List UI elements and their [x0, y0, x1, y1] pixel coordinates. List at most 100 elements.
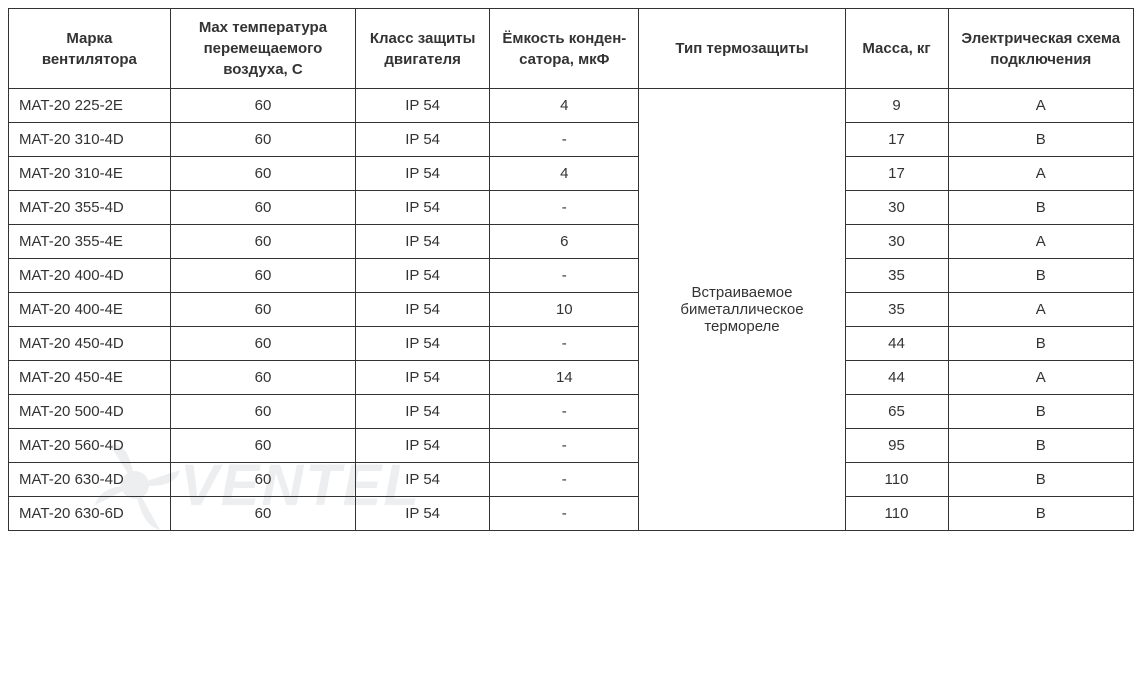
cell-cap: - — [490, 429, 639, 463]
cell-temp: 60 — [170, 89, 355, 123]
cell-cap: - — [490, 463, 639, 497]
cell-model: MAT-20 500-4D — [9, 395, 171, 429]
cell-model: MAT-20 225-2E — [9, 89, 171, 123]
cell-cap: 6 — [490, 225, 639, 259]
table-row: MAT-20 630-4D 60 IP 54 - 110 B — [9, 463, 1134, 497]
table-row: MAT-20 500-4D 60 IP 54 - 65 B — [9, 395, 1134, 429]
cell-model: MAT-20 400-4E — [9, 293, 171, 327]
cell-ip: IP 54 — [356, 429, 490, 463]
cell-scheme: A — [948, 225, 1133, 259]
cell-cap: - — [490, 259, 639, 293]
cell-scheme: B — [948, 327, 1133, 361]
cell-ip: IP 54 — [356, 327, 490, 361]
cell-ip: IP 54 — [356, 497, 490, 531]
cell-model: MAT-20 310-4E — [9, 157, 171, 191]
cell-model: MAT-20 400-4D — [9, 259, 171, 293]
cell-temp: 60 — [170, 327, 355, 361]
table-row: MAT-20 400-4D 60 IP 54 - 35 B — [9, 259, 1134, 293]
cell-cap: - — [490, 123, 639, 157]
cell-model: MAT-20 450-4D — [9, 327, 171, 361]
cell-ip: IP 54 — [356, 225, 490, 259]
cell-temp: 60 — [170, 429, 355, 463]
cell-temp: 60 — [170, 361, 355, 395]
cell-model: MAT-20 630-6D — [9, 497, 171, 531]
table-row: MAT-20 310-4E 60 IP 54 4 17 A — [9, 157, 1134, 191]
cell-ip: IP 54 — [356, 259, 490, 293]
cell-ip: IP 54 — [356, 123, 490, 157]
cell-scheme: B — [948, 123, 1133, 157]
cell-cap: 4 — [490, 157, 639, 191]
table-body: MAT-20 225-2E 60 IP 54 4 Встраиваемое би… — [9, 89, 1134, 531]
header-row: Марка вентилятора Max температура переме… — [9, 9, 1134, 89]
cell-temp: 60 — [170, 225, 355, 259]
table-row: MAT-20 400-4E 60 IP 54 10 35 A — [9, 293, 1134, 327]
col-header-temp: Max температура перемещаемого воздуха, С — [170, 9, 355, 89]
cell-model: MAT-20 560-4D — [9, 429, 171, 463]
cell-temp: 60 — [170, 463, 355, 497]
cell-mass: 110 — [845, 463, 948, 497]
cell-scheme: B — [948, 191, 1133, 225]
cell-temp: 60 — [170, 293, 355, 327]
cell-scheme: B — [948, 259, 1133, 293]
col-header-model: Марка вентилятора — [9, 9, 171, 89]
cell-mass: 35 — [845, 293, 948, 327]
cell-ip: IP 54 — [356, 293, 490, 327]
cell-mass: 17 — [845, 123, 948, 157]
cell-ip: IP 54 — [356, 157, 490, 191]
cell-mass: 35 — [845, 259, 948, 293]
table-row: MAT-20 355-4E 60 IP 54 6 30 A — [9, 225, 1134, 259]
cell-mass: 30 — [845, 225, 948, 259]
cell-scheme: B — [948, 497, 1133, 531]
cell-mass: 95 — [845, 429, 948, 463]
cell-temp: 60 — [170, 259, 355, 293]
cell-scheme: B — [948, 429, 1133, 463]
col-header-mass: Масса, кг — [845, 9, 948, 89]
col-header-ip: Класс защиты двигателя — [356, 9, 490, 89]
cell-scheme: A — [948, 293, 1133, 327]
table-row: MAT-20 450-4E 60 IP 54 14 44 A — [9, 361, 1134, 395]
cell-cap: 10 — [490, 293, 639, 327]
col-header-cap: Ёмкость конден-сатора, мкФ — [490, 9, 639, 89]
cell-mass: 17 — [845, 157, 948, 191]
table-row: MAT-20 560-4D 60 IP 54 - 95 B — [9, 429, 1134, 463]
cell-ip: IP 54 — [356, 361, 490, 395]
cell-model: MAT-20 630-4D — [9, 463, 171, 497]
cell-mass: 44 — [845, 361, 948, 395]
cell-scheme: A — [948, 89, 1133, 123]
cell-ip: IP 54 — [356, 463, 490, 497]
cell-mass: 9 — [845, 89, 948, 123]
cell-mass: 30 — [845, 191, 948, 225]
cell-scheme: B — [948, 463, 1133, 497]
cell-scheme: B — [948, 395, 1133, 429]
col-header-scheme: Электрическая схема подключения — [948, 9, 1133, 89]
cell-scheme: A — [948, 157, 1133, 191]
cell-temp: 60 — [170, 123, 355, 157]
cell-ip: IP 54 — [356, 89, 490, 123]
cell-cap: - — [490, 327, 639, 361]
cell-temp: 60 — [170, 191, 355, 225]
cell-model: MAT-20 310-4D — [9, 123, 171, 157]
table-row: MAT-20 355-4D 60 IP 54 - 30 B — [9, 191, 1134, 225]
cell-ip: IP 54 — [356, 191, 490, 225]
cell-cap: - — [490, 497, 639, 531]
cell-cap: - — [490, 395, 639, 429]
table-row: MAT-20 225-2E 60 IP 54 4 Встраиваемое би… — [9, 89, 1134, 123]
table-row: MAT-20 310-4D 60 IP 54 - 17 B — [9, 123, 1134, 157]
cell-mass: 44 — [845, 327, 948, 361]
col-header-thermal: Тип термозащиты — [639, 9, 845, 89]
cell-model: MAT-20 355-4E — [9, 225, 171, 259]
cell-model: MAT-20 450-4E — [9, 361, 171, 395]
table-row: MAT-20 450-4D 60 IP 54 - 44 B — [9, 327, 1134, 361]
cell-cap: 14 — [490, 361, 639, 395]
cell-model: MAT-20 355-4D — [9, 191, 171, 225]
cell-scheme: A — [948, 361, 1133, 395]
table-row: MAT-20 630-6D 60 IP 54 - 110 B — [9, 497, 1134, 531]
cell-cap: - — [490, 191, 639, 225]
cell-cap: 4 — [490, 89, 639, 123]
cell-temp: 60 — [170, 395, 355, 429]
cell-mass: 65 — [845, 395, 948, 429]
cell-temp: 60 — [170, 157, 355, 191]
cell-ip: IP 54 — [356, 395, 490, 429]
cell-temp: 60 — [170, 497, 355, 531]
cell-mass: 110 — [845, 497, 948, 531]
